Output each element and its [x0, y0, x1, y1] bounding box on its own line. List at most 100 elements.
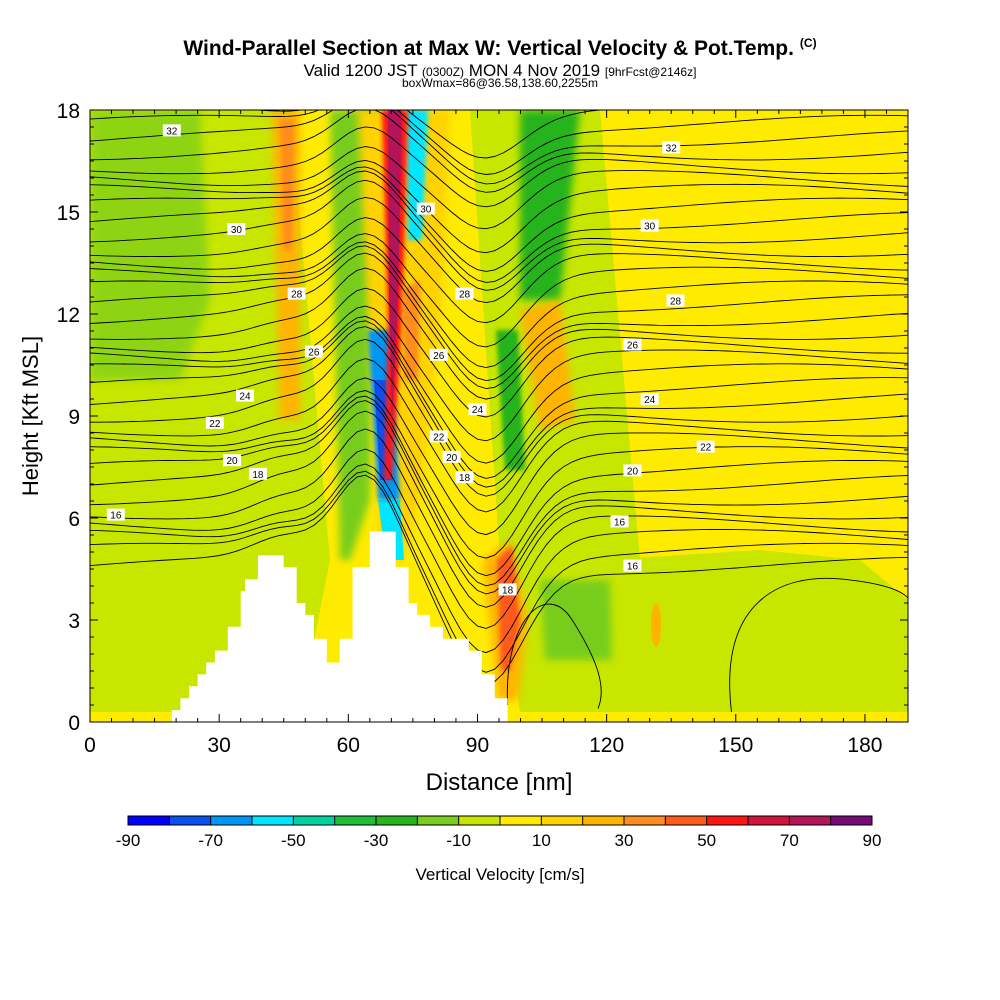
contour-label: 30 [231, 225, 243, 236]
colorbar-swatch [417, 816, 459, 825]
colorbar-swatch [830, 816, 873, 825]
colorbar [127, 815, 873, 826]
field-updraft-west-core [280, 120, 294, 250]
copyright-mark: (C) [799, 36, 817, 50]
contour-label-bg [666, 294, 685, 307]
colorbar-swatch [458, 816, 501, 825]
isentrope [90, 110, 908, 193]
contour-label: 18 [252, 470, 264, 481]
isentrope [90, 377, 908, 536]
valid-date: MON 4 Nov 2019 [468, 61, 601, 80]
isentrope-closed [506, 603, 602, 709]
contour-label: 28 [459, 290, 471, 301]
colorbar-swatch [293, 816, 335, 825]
colorbar-swatch [624, 816, 666, 825]
contour-label: 22 [209, 419, 221, 430]
colorbar-tick-label: -50 [281, 831, 306, 850]
contour-label: 18 [502, 585, 514, 596]
contour-label-bg [610, 515, 629, 528]
y-tick-label: 15 [57, 202, 80, 225]
contour-label-bg [223, 454, 242, 467]
contour-label-bg [623, 338, 642, 351]
terrain [90, 531, 908, 722]
colorbar-tick-label: 30 [615, 831, 634, 850]
isentrope [90, 160, 908, 254]
contour-label: 16 [110, 511, 122, 522]
contour-label: 18 [459, 473, 471, 484]
isentrope [90, 146, 908, 230]
isentrope [90, 463, 908, 654]
colorbar-swatch [706, 816, 749, 825]
isentrope-closed [729, 577, 908, 712]
contour-label-bg [162, 124, 181, 137]
contour-label-bg [498, 583, 517, 596]
isentrope [90, 233, 908, 348]
x-axis-label: Distance [nm] [426, 769, 573, 796]
axis-ticks [89, 109, 909, 723]
contour-label: 26 [433, 351, 445, 362]
contour-label: 20 [227, 456, 239, 467]
colorbar-swatch [789, 816, 831, 825]
isentrope [90, 196, 908, 304]
contour-label-bg [106, 508, 125, 521]
colorbar-tick-label: 10 [532, 831, 551, 850]
field-updraft-west [272, 110, 300, 420]
colorbar-swatch [334, 816, 377, 825]
isentrope [90, 267, 908, 400]
contour-label-bg [205, 416, 224, 429]
isentrope [90, 126, 908, 208]
contour-label: 24 [239, 392, 251, 403]
isentrope [90, 110, 908, 185]
contour-label: 20 [627, 466, 639, 477]
isentrope [90, 338, 908, 497]
field-weak-downdraft-low [600, 550, 908, 712]
contour-label-bg [304, 345, 323, 358]
isentrope [90, 320, 908, 479]
contour-label-bg [227, 223, 246, 235]
contour-label: 26 [627, 341, 639, 352]
colorbar-swatch [252, 816, 294, 825]
isentrope [90, 217, 908, 324]
chart-subtitle: Valid 1200 JST (0300Z) MON 4 Nov 2019 [9… [0, 61, 1000, 81]
y-tick-label: 12 [57, 304, 80, 327]
field-downdraft-nw [90, 110, 210, 380]
isentrope [90, 474, 908, 685]
colorbar-tick-label: 90 [863, 831, 882, 850]
axis-tick-labels: 0 30 60 90 120 150 180 0 3 6 9 12 15 18 [57, 100, 883, 757]
y-tick-label: 0 [68, 712, 80, 735]
contour-label: 28 [670, 296, 682, 307]
colorbar-tick-label: -90 [116, 831, 141, 850]
field-updraft-spot [651, 603, 661, 647]
x-tick-label: 120 [589, 734, 624, 757]
x-tick-label: 180 [847, 734, 882, 757]
isentrope [90, 358, 908, 513]
isentrope [90, 166, 908, 272]
contour-label-bg [696, 440, 715, 453]
isentrope [90, 400, 908, 587]
colorbar-tick-label: -70 [198, 831, 223, 850]
contour-label-bg [429, 348, 448, 361]
contour-label: 32 [666, 143, 678, 154]
contour-label: 26 [308, 347, 320, 358]
contour-label: 16 [614, 517, 626, 528]
y-tick-label: 3 [68, 610, 80, 633]
contour-label-bg [640, 393, 659, 405]
isentrope [252, 110, 605, 159]
isentrope [90, 241, 908, 369]
isentrope [90, 448, 908, 629]
field-updraft-lee-wave [520, 300, 575, 430]
valid-utc: (0300Z) [422, 65, 465, 79]
chart-title-text: Wind-Parallel Section at Max W: Vertical… [183, 37, 794, 60]
colorbar-swatch [376, 816, 418, 825]
isentrope [90, 245, 908, 382]
contour-label: 30 [644, 222, 656, 233]
isentrope [90, 326, 908, 488]
contour-label: 24 [644, 395, 656, 406]
contour-label-bg [468, 403, 487, 416]
contour-label: 22 [433, 432, 445, 443]
contour-label-bg [442, 450, 461, 463]
contour-label: 28 [291, 290, 303, 301]
valid-time: Valid 1200 JST [303, 61, 418, 80]
